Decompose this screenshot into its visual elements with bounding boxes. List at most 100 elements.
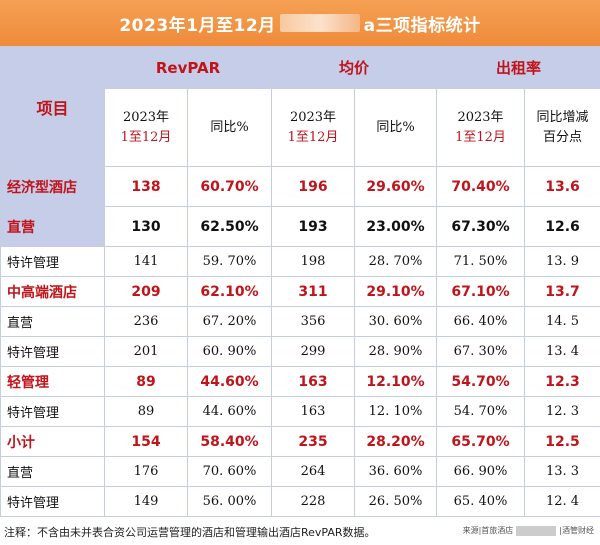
table-row: 直营 130 62.50% 193 23.00% 67.30% 12.6 bbox=[0, 206, 600, 247]
cell-value: 29.10% bbox=[353, 276, 438, 307]
cell-value: 13. 9 bbox=[524, 246, 600, 277]
row-label: 特许管理 bbox=[0, 396, 105, 427]
cell-value: 23.00% bbox=[353, 206, 438, 247]
cell-value: 12.10% bbox=[353, 366, 438, 397]
header-period: 2023年 1至12月 bbox=[271, 88, 355, 167]
cell-value: 89 bbox=[104, 366, 188, 397]
cell-value: 70.40% bbox=[436, 166, 526, 207]
cell-value: 138 bbox=[104, 166, 188, 207]
cell-value: 196 bbox=[271, 166, 355, 207]
table-row: 经济型酒店 138 60.70% 196 29.60% 70.40% 13.6 bbox=[0, 166, 600, 207]
header-group-occupancy: 出租率 bbox=[436, 46, 600, 89]
cell-value: 70. 60% bbox=[187, 456, 272, 487]
row-label: 轻管理 bbox=[0, 366, 105, 397]
cell-value: 299 bbox=[271, 336, 355, 367]
cell-value: 67.30% bbox=[436, 206, 526, 247]
cell-value: 236 bbox=[104, 306, 188, 337]
title-bar: 2023年1月至12月 a三项指标统计 bbox=[0, 0, 600, 46]
cell-value: 12. 3 bbox=[524, 396, 600, 427]
table-row: 特许管理 201 60. 90% 299 28. 90% 67. 30% 13. 4 bbox=[0, 336, 600, 367]
cell-value: 28. 90% bbox=[353, 336, 438, 367]
table-row: 小计 154 58.40% 235 28.20% 65.70% 12.5 bbox=[0, 426, 600, 457]
cell-value: 209 bbox=[104, 276, 188, 307]
cell-value: 12. 4 bbox=[524, 486, 600, 517]
cell-value: 176 bbox=[104, 456, 188, 487]
cell-value: 89 bbox=[104, 396, 188, 427]
cell-value: 264 bbox=[271, 456, 355, 487]
header-group-avg-price: 均价 bbox=[270, 46, 438, 89]
row-label: 中高端酒店 bbox=[0, 276, 105, 307]
cell-value: 13.6 bbox=[524, 166, 600, 207]
cell-value: 154 bbox=[104, 426, 188, 457]
cell-value: 67.10% bbox=[436, 276, 526, 307]
header-sub-row: 2023年 1至12月 同比% 2023年 1至12月 同比% 2023年 1至12月… bbox=[0, 88, 600, 167]
row-label: 直营 bbox=[0, 306, 105, 337]
cell-value: 198 bbox=[271, 246, 355, 277]
cell-value: 66. 40% bbox=[436, 306, 526, 337]
cell-value: 228 bbox=[271, 486, 355, 517]
header-period: 2023年 1至12月 bbox=[104, 88, 188, 167]
header-group-row: 项目 RevPAR 均价 出租率 bbox=[0, 46, 600, 167]
cell-value: 130 bbox=[104, 206, 188, 247]
cell-value: 62.10% bbox=[187, 276, 272, 307]
cell-value: 71. 50% bbox=[436, 246, 526, 277]
cell-value: 149 bbox=[104, 486, 188, 517]
cell-value: 44.60% bbox=[187, 366, 272, 397]
cell-value: 59. 70% bbox=[187, 246, 272, 277]
header-item: 项目 bbox=[0, 46, 105, 167]
cell-value: 29.60% bbox=[353, 166, 438, 207]
cell-value: 13.7 bbox=[524, 276, 600, 307]
table-row: 特许管理 89 44. 60% 163 12. 10% 54. 70% 12. 3 bbox=[0, 396, 600, 427]
table-row: 中高端酒店 209 62.10% 311 29.10% 67.10% 13.7 bbox=[0, 276, 600, 307]
cell-value: 201 bbox=[104, 336, 188, 367]
cell-value: 66. 90% bbox=[436, 456, 526, 487]
row-label: 直营 bbox=[0, 206, 105, 247]
row-label: 特许管理 bbox=[0, 486, 105, 517]
row-label: 经济型酒店 bbox=[0, 166, 105, 207]
row-label: 特许管理 bbox=[0, 336, 105, 367]
cell-value: 12. 10% bbox=[353, 396, 438, 427]
header-group-revpar: RevPAR bbox=[104, 46, 272, 89]
source-label: 来源|首旅酒店 |酒管财经 bbox=[462, 525, 594, 536]
cell-value: 311 bbox=[271, 276, 355, 307]
cell-value: 67. 20% bbox=[187, 306, 272, 337]
cell-value: 13. 4 bbox=[524, 336, 600, 367]
cell-value: 60. 90% bbox=[187, 336, 272, 367]
cell-value: 36. 60% bbox=[353, 456, 438, 487]
redacted-title-segment bbox=[279, 14, 360, 32]
cell-value: 62.50% bbox=[187, 206, 272, 247]
table-title-prefix: 2023年1月至12月 bbox=[119, 15, 276, 36]
header-period: 2023年 1至12月 bbox=[436, 88, 526, 167]
cell-value: 14. 5 bbox=[524, 306, 600, 337]
cell-value: 12.5 bbox=[524, 426, 600, 457]
row-label: 特许管理 bbox=[0, 246, 105, 277]
table-row: 特许管理 141 59. 70% 198 28. 70% 71. 50% 13. 9 bbox=[0, 246, 600, 277]
cell-value: 58.40% bbox=[187, 426, 272, 457]
table-row: 直营 236 67. 20% 356 30. 60% 66. 40% 14. 5 bbox=[0, 306, 600, 337]
cell-value: 65.70% bbox=[436, 426, 526, 457]
row-label: 直营 bbox=[0, 456, 105, 487]
cell-value: 141 bbox=[104, 246, 188, 277]
table-title-suffix: a三项指标统计 bbox=[363, 15, 481, 36]
header-yoy: 同比% bbox=[353, 88, 438, 167]
table-row: 特许管理 149 56. 00% 228 26. 50% 65. 40% 12. 4 bbox=[0, 486, 600, 517]
redacted-source-segment bbox=[516, 525, 557, 536]
cell-value: 67. 30% bbox=[436, 336, 526, 367]
header-yoy: 同比% bbox=[187, 88, 272, 167]
stats-table-wrapper: 项目 RevPAR 均价 出租率 2023年 1至12月 同比% 2023年 1至1… bbox=[0, 46, 600, 517]
cell-value: 54.70% bbox=[436, 366, 526, 397]
cell-value: 28.20% bbox=[353, 426, 438, 457]
table-body: 经济型酒店 138 60.70% 196 29.60% 70.40% 13.6 直营 130 62… bbox=[0, 166, 600, 517]
header-yoy-points: 同比增减 百分点 bbox=[524, 88, 600, 167]
cell-value: 12.6 bbox=[524, 206, 600, 247]
cell-value: 56. 00% bbox=[187, 486, 272, 517]
table-row: 直营 176 70. 60% 264 36. 60% 66. 90% 13. 3 bbox=[0, 456, 600, 487]
cell-value: 193 bbox=[271, 206, 355, 247]
cell-value: 28. 70% bbox=[353, 246, 438, 277]
cell-value: 26. 50% bbox=[353, 486, 438, 517]
cell-value: 12.3 bbox=[524, 366, 600, 397]
cell-value: 13. 3 bbox=[524, 456, 600, 487]
cell-value: 65. 40% bbox=[436, 486, 526, 517]
cell-value: 30. 60% bbox=[353, 306, 438, 337]
cell-value: 44. 60% bbox=[187, 396, 272, 427]
